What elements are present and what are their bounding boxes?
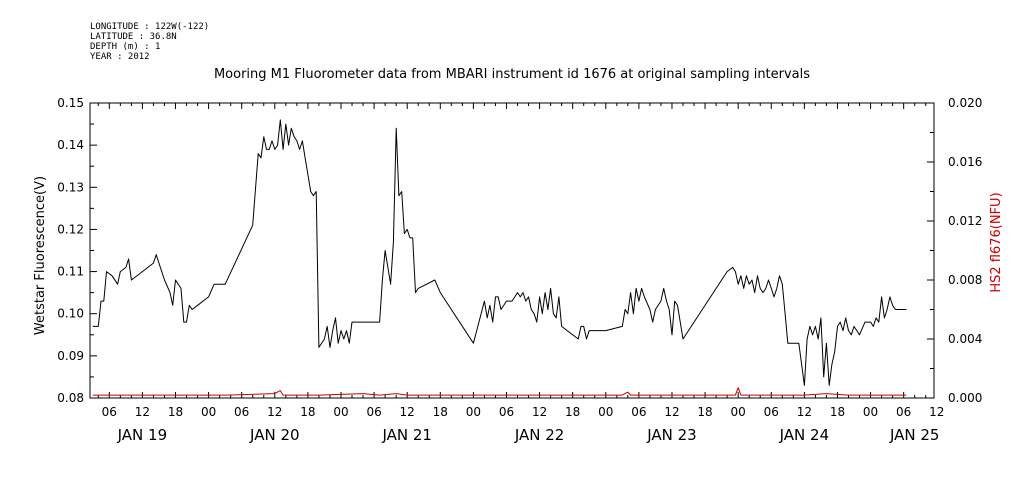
x-tick-label: 00 [863,405,878,419]
meta-depth: DEPTH (m) : 1 [90,42,161,52]
plot-frame [89,102,935,399]
x-day-label: JAN 22 [514,426,565,444]
y-left-tick-label: 0.15 [57,96,84,110]
y-left-tick-label: 0.08 [57,391,84,405]
y-left-tick-label: 0.10 [57,307,84,321]
x-tick-label: 18 [168,405,183,419]
x-day-label: JAN 25 [889,426,940,444]
series-line-wetstar [92,119,907,386]
x-tick-label: 06 [102,405,117,419]
x-tick-label: 12 [135,405,150,419]
y-left-tick-label: 0.09 [57,349,84,363]
x-tick-label: 00 [333,405,348,419]
x-tick-label: 12 [532,405,547,419]
y-left-tick-label: 0.12 [57,222,84,236]
y-left-tick-label: 0.14 [57,138,84,152]
y-right-tick-label: 0.012 [948,214,982,228]
y-left-tick-label: 0.11 [57,265,84,279]
x-tick-label: 06 [234,405,249,419]
x-tick-label: 12 [664,405,679,419]
y-right-axis-label: HS2 fl676(NFU) [989,192,1004,292]
x-tick-label: 18 [830,405,845,419]
series-line-hs2 [92,387,907,396]
x-tick-label: 18 [300,405,315,419]
meta-latitude: LATITUDE : 36.8N [90,32,177,42]
y-right-tick-label: 0.020 [948,96,982,110]
y-right-tick-label: 0.008 [948,273,982,287]
x-tick-label: 06 [764,405,779,419]
y-right-tick-label: 0.016 [948,155,982,169]
x-day-label: JAN 19 [117,426,168,444]
y-right-tick-label: 0.000 [948,391,982,405]
x-day-label: JAN 21 [381,426,432,444]
x-tick-label: 06 [499,405,514,419]
x-day-label: JAN 24 [779,426,830,444]
meta-year: YEAR : 2012 [90,52,150,62]
y-left-axis-label: Wetstar Fluorescence(V) [33,176,48,335]
x-tick-label: 06 [631,405,646,419]
x-tick-label: 18 [565,405,580,419]
x-tick-label: 12 [267,405,282,419]
x-tick-label: 00 [201,405,216,419]
x-tick-label: 00 [598,405,613,419]
y-right-tick-label: 0.004 [948,332,982,346]
x-tick-label: 00 [466,405,481,419]
meta-longitude: LONGITUDE : 122W(-122) [90,22,210,32]
x-tick-label: 12 [797,405,812,419]
x-tick-label: 06 [896,405,911,419]
x-day-label: JAN 23 [646,426,697,444]
x-tick-label: 06 [366,405,381,419]
x-tick-label: 12 [929,405,944,419]
y-left-tick-label: 0.13 [57,180,84,194]
x-tick-label: 18 [697,405,712,419]
x-tick-label: 00 [731,405,746,419]
chart-title: Mooring M1 Fluorometer data from MBARI i… [213,67,811,82]
x-day-label: JAN 20 [249,426,300,444]
x-tick-label: 12 [400,405,415,419]
x-tick-label: 18 [433,405,448,419]
